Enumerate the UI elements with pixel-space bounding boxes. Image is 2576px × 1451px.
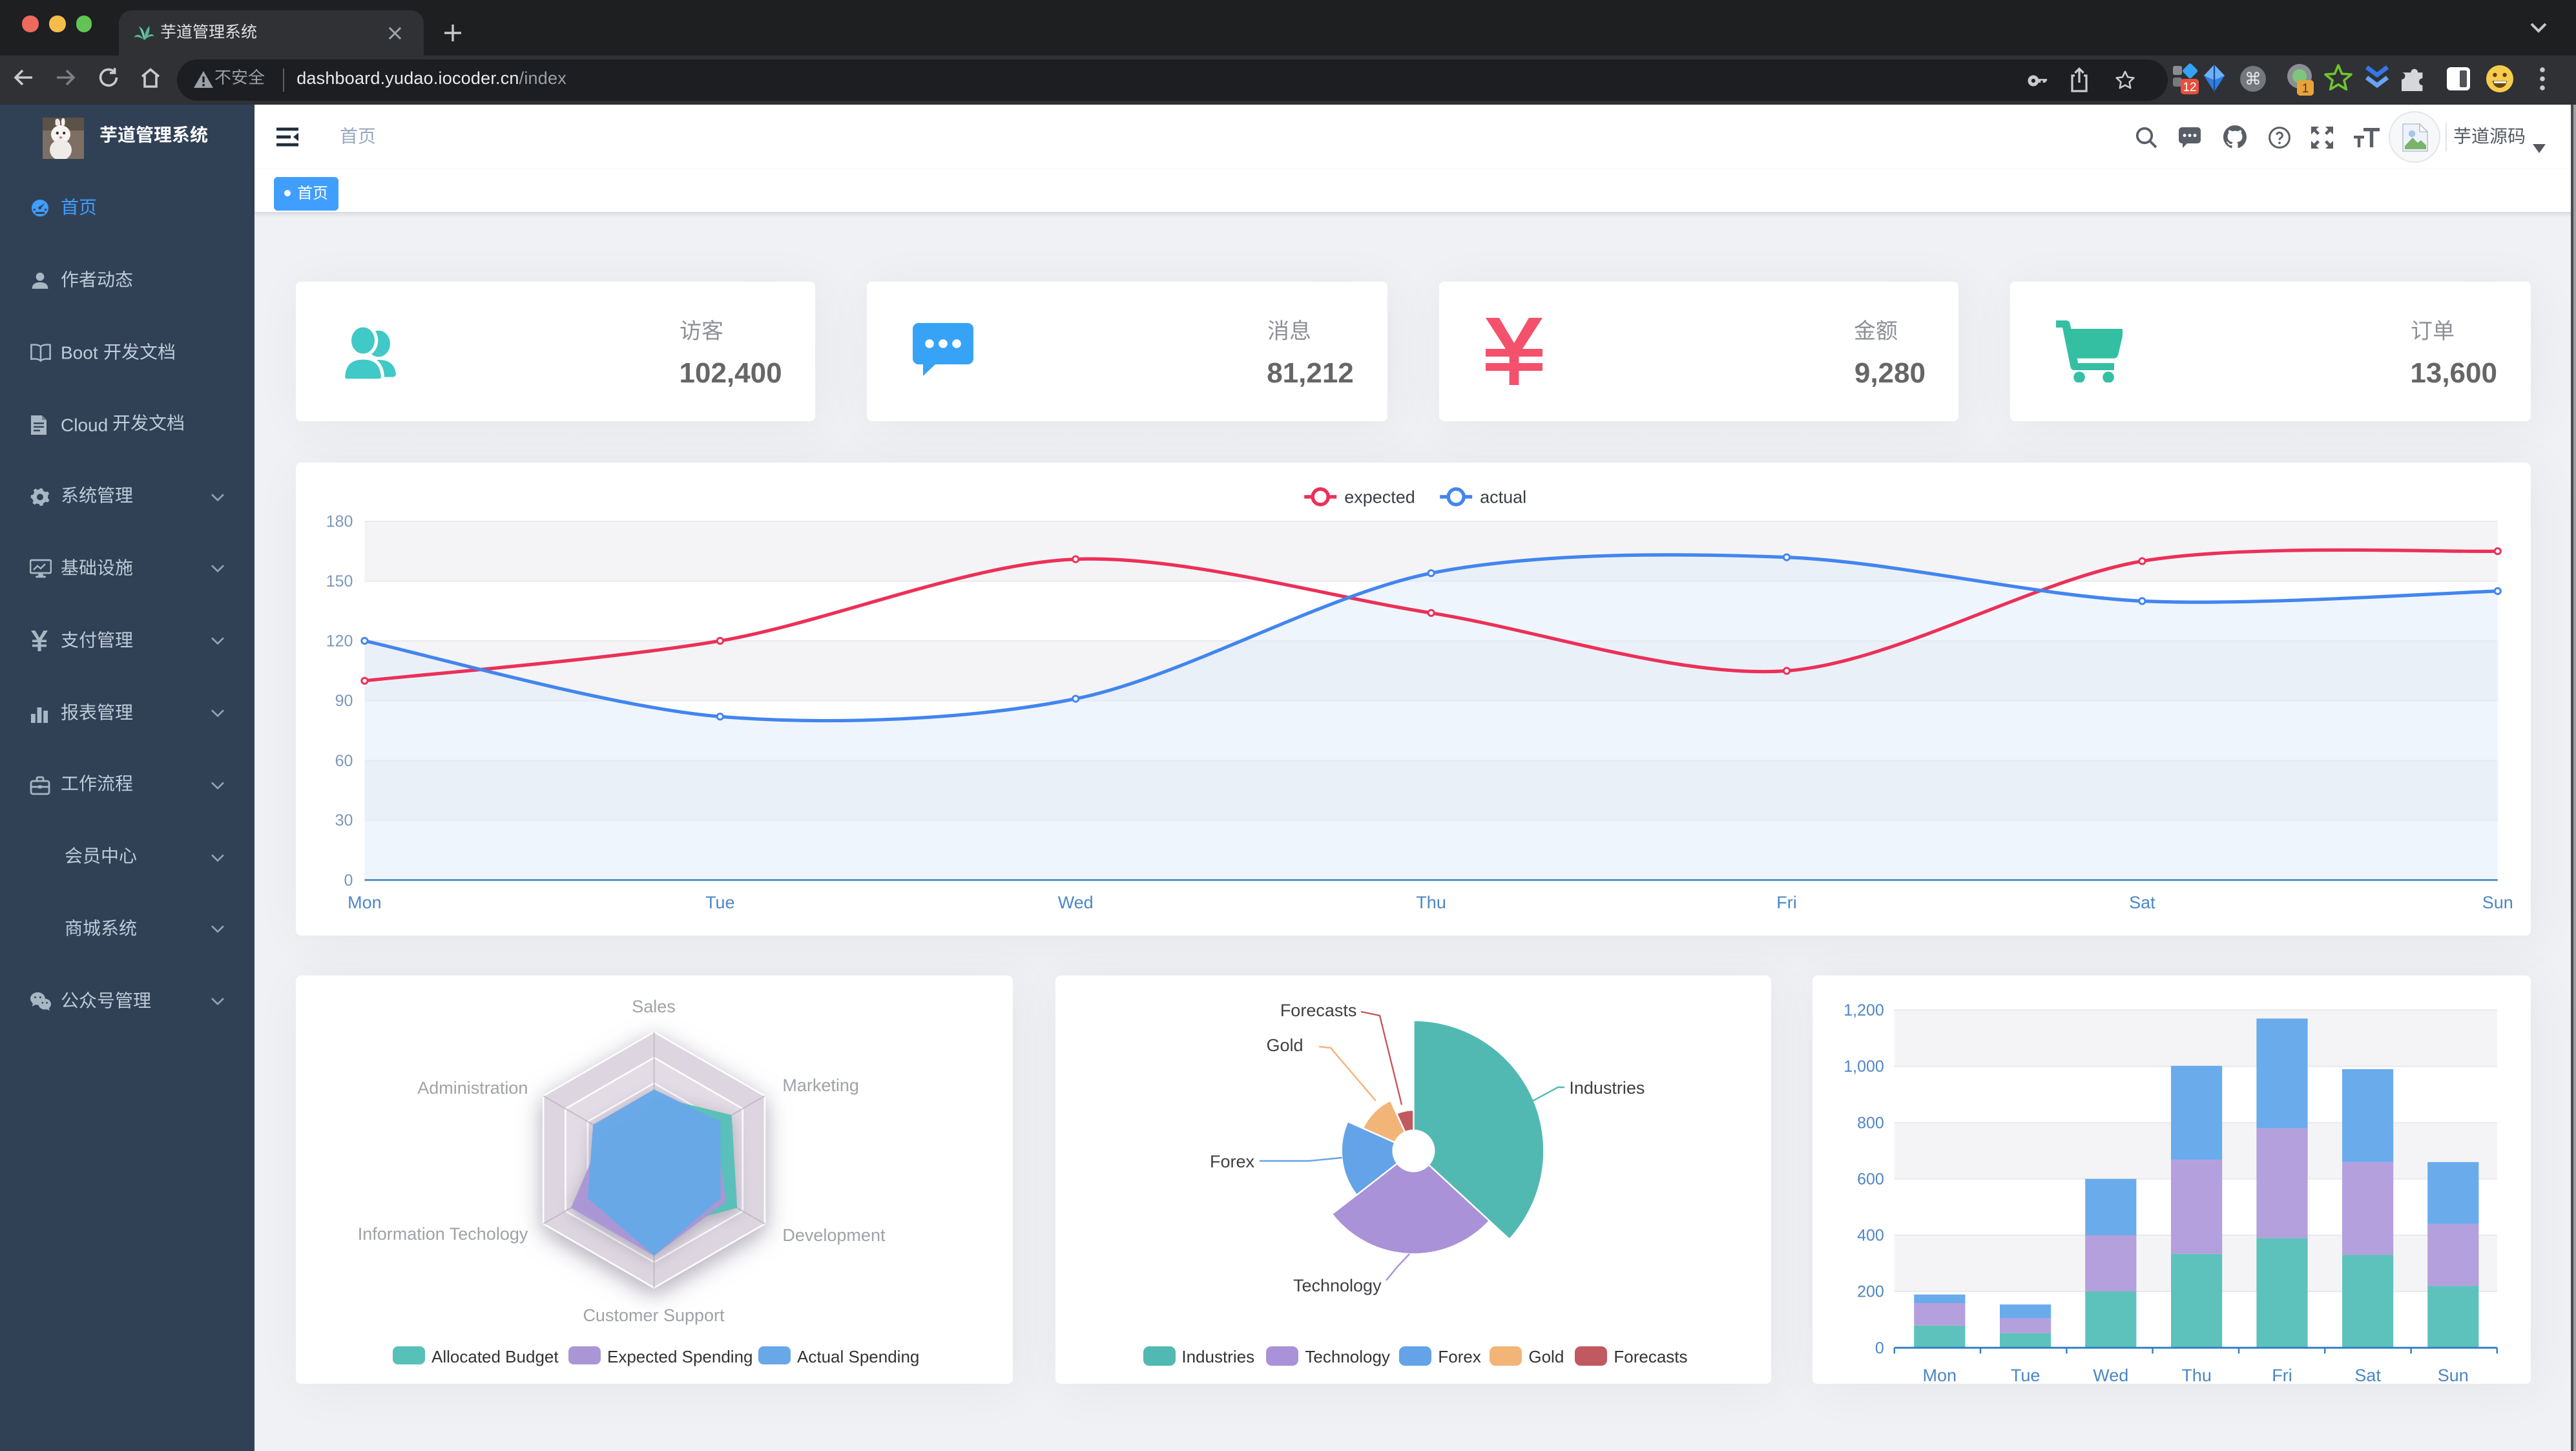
svg-text:600: 600 — [1856, 1171, 1884, 1189]
svg-text:Wed: Wed — [1057, 893, 1093, 912]
svg-text:200: 200 — [1856, 1283, 1884, 1301]
svg-text:expected: expected — [1344, 487, 1415, 506]
svg-text:Sun: Sun — [2437, 1366, 2468, 1383]
svg-text:400: 400 — [1856, 1227, 1884, 1245]
svg-text:Sat: Sat — [2128, 893, 2155, 912]
svg-text:0: 0 — [1875, 1339, 1884, 1357]
svg-text:Sat: Sat — [2354, 1366, 2381, 1383]
svg-text:60: 60 — [335, 752, 353, 770]
svg-text:Wed: Wed — [2092, 1366, 2128, 1383]
svg-text:actual: actual — [1480, 487, 1526, 506]
svg-text:Mon: Mon — [1922, 1366, 1957, 1383]
svg-text:Mon: Mon — [348, 893, 382, 912]
svg-text:12: 12 — [2183, 81, 2196, 94]
svg-text:Fri: Fri — [2271, 1366, 2291, 1383]
svg-text:Fri: Fri — [1776, 893, 1796, 912]
svg-text:150: 150 — [326, 572, 353, 590]
svg-text:⌘: ⌘ — [2245, 69, 2261, 89]
svg-text:Tue: Tue — [2010, 1366, 2040, 1383]
svg-text:Tue: Tue — [705, 893, 734, 912]
svg-text:Sun: Sun — [2482, 893, 2513, 912]
svg-text:Thu: Thu — [1416, 893, 1446, 912]
svg-text:1,200: 1,200 — [1843, 1002, 1884, 1020]
svg-text:180: 180 — [326, 512, 353, 530]
svg-text:30: 30 — [335, 811, 353, 830]
svg-text:120: 120 — [326, 632, 353, 650]
svg-text:0: 0 — [344, 872, 353, 890]
svg-text:1,000: 1,000 — [1843, 1058, 1884, 1076]
svg-text:1: 1 — [2302, 82, 2309, 96]
svg-text:90: 90 — [335, 692, 353, 710]
svg-text:Thu: Thu — [2181, 1366, 2212, 1383]
svg-text:800: 800 — [1856, 1114, 1884, 1133]
